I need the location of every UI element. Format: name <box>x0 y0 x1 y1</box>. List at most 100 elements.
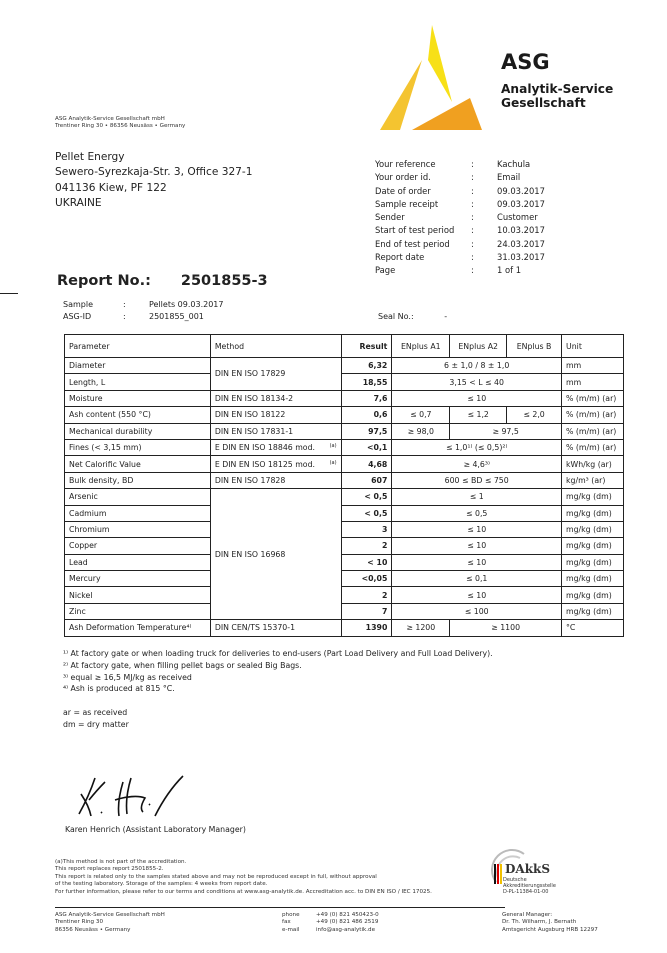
result-cell: < 0,5 <box>340 488 393 506</box>
recipient-line: Pellet Energy <box>55 151 125 163</box>
parameter-cell: Mercury <box>64 570 211 588</box>
meta-row: Sender: Customer <box>375 211 545 224</box>
parameter-cell: Zinc <box>64 602 211 621</box>
legal-line: (a)This method is not part of the accred… <box>55 859 187 865</box>
table-row: Fines (< 3,15 mm) (a) E DIN EN ISO 18846 m… <box>64 438 624 457</box>
table-row: Bulk density, BD DIN EN ISO 17828 607 600 ≤… <box>64 471 624 490</box>
limit-cell: ≤ 10 <box>391 389 562 408</box>
limit-cell: ≤ 10 <box>391 520 562 539</box>
limit-cell: ≤ 1 <box>391 488 562 506</box>
table-row: Zinc 7 ≤ 100 mg/kg (dm) <box>64 602 624 621</box>
legal-line: This report replaces report 2501855-2. <box>55 866 164 873</box>
limit-cell: ≥ 1100 <box>449 619 562 637</box>
sample-value: 2501855_001 <box>149 311 204 321</box>
report-meta: Your reference: Kachula Your order id.: Ema… <box>375 158 545 278</box>
legal-line: of the testing laboratory. Storage of th… <box>55 881 268 888</box>
footer-contact: phone +49 (0) 821 450423-0 fax +49 (0) 821 … <box>282 912 379 934</box>
unit-cell: mg/kg (dm) <box>561 520 624 539</box>
signature-image <box>78 775 184 817</box>
parameter-cell: Ash Deformation Temperature⁴⁾ <box>64 619 211 637</box>
column-header: ENplus A1 <box>391 334 451 358</box>
signer-name: Karen Henrich (Assistant Laboratory Mana… <box>65 825 246 834</box>
logo-name: ASG <box>501 50 550 74</box>
meta-colon: : <box>471 198 474 209</box>
meta-colon: : <box>471 238 474 249</box>
column-header: Unit <box>561 334 624 358</box>
dakks-name: DAkkS <box>505 862 551 876</box>
recipient-line: Sewero-Syrezkaja-Str. 3, Office 327-1 <box>55 166 253 179</box>
footnote: ³⁾ equal ≥ 16,5 MJ/kg as received <box>63 672 192 682</box>
parameter-cell: Ash content (550 °C) <box>64 406 211 424</box>
result-cell: 2 <box>340 537 393 555</box>
limit-cell: ≤ 10 <box>391 586 562 604</box>
unit-cell: mm <box>561 356 624 375</box>
abbreviation: ar = as received <box>63 708 128 717</box>
dakks-line2: Akkreditierungsstelle <box>503 883 556 889</box>
table-row: Copper 2 ≤ 10 mg/kg (dm) <box>64 537 624 555</box>
parameter-cell: Cadmium <box>64 504 211 522</box>
table-row: Mechanical durability DIN EN ISO 17831-1 9… <box>64 422 624 440</box>
dakks-logo-icon <box>491 849 525 884</box>
sample-key: ASG-ID <box>63 311 92 321</box>
meta-key: Report date <box>375 252 425 263</box>
limit-cell: ≤ 1,2 <box>449 406 508 424</box>
sender-line: ASG Analytik-Service Gesellschaft mbH Tr… <box>55 116 185 131</box>
logo-line1: Analytik-Service <box>501 82 614 96</box>
method-text: DIN EN ISO 18134-2 <box>214 393 294 403</box>
limit-cell: ≤ 2,0 <box>506 406 562 424</box>
meta-value: Customer <box>497 212 538 223</box>
contact-value: +49 (0) 821 486 2519 <box>316 919 379 926</box>
result-cell: < 10 <box>340 553 393 572</box>
method-cell: (a) E DIN EN ISO 18846 mod. <box>209 438 342 457</box>
unit-cell: % (m/m) (ar) <box>561 406 624 424</box>
logo-line2: Gesellschaft <box>501 96 586 110</box>
sender-line1: ASG Analytik-Service Gesellschaft mbH <box>55 116 165 122</box>
result-cell: <0,05 <box>340 570 393 588</box>
legal-line: This report is related only to the sampl… <box>55 873 377 880</box>
method-cell: DIN EN ISO 16968 <box>209 488 342 621</box>
parameter-cell: Fines (< 3,15 mm) <box>64 438 211 457</box>
footer-divider <box>55 907 505 908</box>
parameter-cell: Nickel <box>64 586 211 604</box>
table-row: Moisture DIN EN ISO 18134-2 7,6 ≤ 10% (m/m)… <box>64 389 624 408</box>
meta-colon: : <box>471 252 474 263</box>
meta-value: Kachula <box>497 159 531 169</box>
result-cell: 3 <box>340 520 393 539</box>
method-text: DIN CEN/TS 15370-1 <box>214 623 296 633</box>
footer-contact-row: fax +49 (0) 821 486 2519 <box>282 919 379 926</box>
unit-cell: kWh/kg (ar) <box>561 455 624 473</box>
method-text: E DIN EN ISO 18125 mod. <box>214 459 316 469</box>
table-row: Nickel 2 ≤ 10 mg/kg (dm) <box>64 586 624 604</box>
report-number: 2501855-3 <box>180 273 268 289</box>
result-cell: < 0,5 <box>340 504 393 522</box>
table-row: Lead < 10 ≤ 10 mg/kg (dm) <box>64 553 624 572</box>
meta-row: End of test period: 24.03.2017 <box>375 238 545 251</box>
table-row: Diameter DIN EN ISO 17829 6,32 6 ± 1,0 / 8 … <box>64 356 624 391</box>
meta-row: Date of order: 09.03.2017 <box>375 185 545 198</box>
limit-cell: 600 ≤ BD ≤ 750 <box>391 471 562 490</box>
table-row: Ash content (550 °C) DIN EN ISO 18122 0,6 ≤… <box>64 406 624 424</box>
meta-key: Your reference <box>375 159 436 169</box>
unit-cell: mg/kg (dm) <box>561 504 624 522</box>
meta-colon: : <box>471 265 474 276</box>
dakks-text: Deutsche Akkreditierungsstelle D-PL-1138… <box>503 877 556 895</box>
result-cell: 607 <box>340 471 393 490</box>
footnotes: ¹⁾ At factory gate or when loading truck… <box>63 648 493 695</box>
sample-value: Pellets 09.03.2017 <box>149 300 224 309</box>
meta-key: Date of order <box>375 185 431 196</box>
footer-contact-row: e-mail info@asg-analytik.de <box>282 927 379 934</box>
result-cell: <0,1 <box>340 438 393 457</box>
meta-value: 10.03.2017 <box>497 225 545 236</box>
column-header: Result <box>340 334 393 358</box>
meta-colon: : <box>471 212 474 223</box>
report-label: Report No.: <box>57 273 151 289</box>
meta-value: 09.03.2017 <box>497 185 545 196</box>
seal-label: Seal No.: <box>378 312 414 321</box>
method-text: E DIN EN ISO 18846 mod. <box>214 443 316 453</box>
results-table: Parameter Method Result ENplus A1 ENplus A2 E… <box>64 334 624 637</box>
logo-tagline: Analytik-Service Gesellschaft <box>501 82 613 110</box>
legal-line: For further information, please refer to… <box>55 888 432 895</box>
seal-value: - <box>444 312 448 321</box>
parameter-cell: Copper <box>64 537 211 555</box>
footer-management-line: Amtsgericht Augsburg HRB 12297 <box>502 926 598 933</box>
